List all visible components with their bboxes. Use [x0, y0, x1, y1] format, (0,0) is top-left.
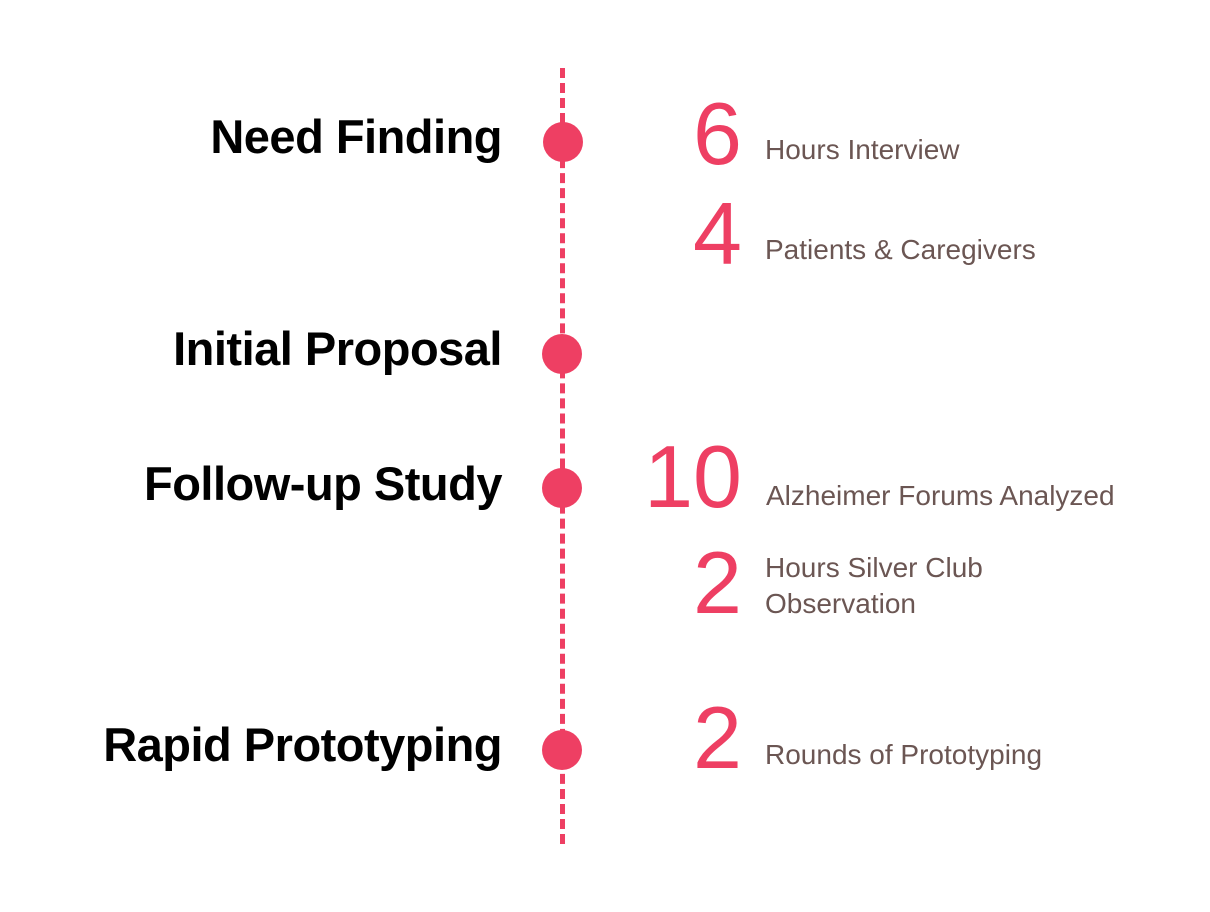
timeline-dot-initial-proposal [542, 334, 582, 374]
stat-text: Alzheimer Forums Analyzed [766, 480, 1115, 511]
stat-number: 4 [693, 184, 742, 283]
timeline-dot-follow-up-study [542, 468, 582, 508]
phase-label-need-finding: Need Finding [210, 110, 502, 163]
stat-text-line: Observation [765, 588, 916, 619]
stat-text: Rounds of Prototyping [765, 739, 1043, 770]
timeline-line [560, 68, 565, 844]
phase-label-follow-up-study: Follow-up Study [144, 457, 503, 510]
stat-number: 2 [693, 688, 742, 787]
timeline-dot-need-finding [543, 122, 583, 162]
stat-number: 6 [693, 84, 742, 183]
stat-number: 10 [644, 427, 742, 526]
stat-text: Hours Interview [765, 134, 960, 165]
stat-text: Patients & Caregivers [765, 234, 1036, 265]
phase-label-initial-proposal: Initial Proposal [173, 322, 502, 375]
stat-number: 2 [693, 533, 742, 632]
stat-text-line: Hours Silver Club [765, 552, 983, 583]
timeline-dot-rapid-prototyping [542, 730, 582, 770]
phase-label-rapid-prototyping: Rapid Prototyping [103, 718, 502, 771]
